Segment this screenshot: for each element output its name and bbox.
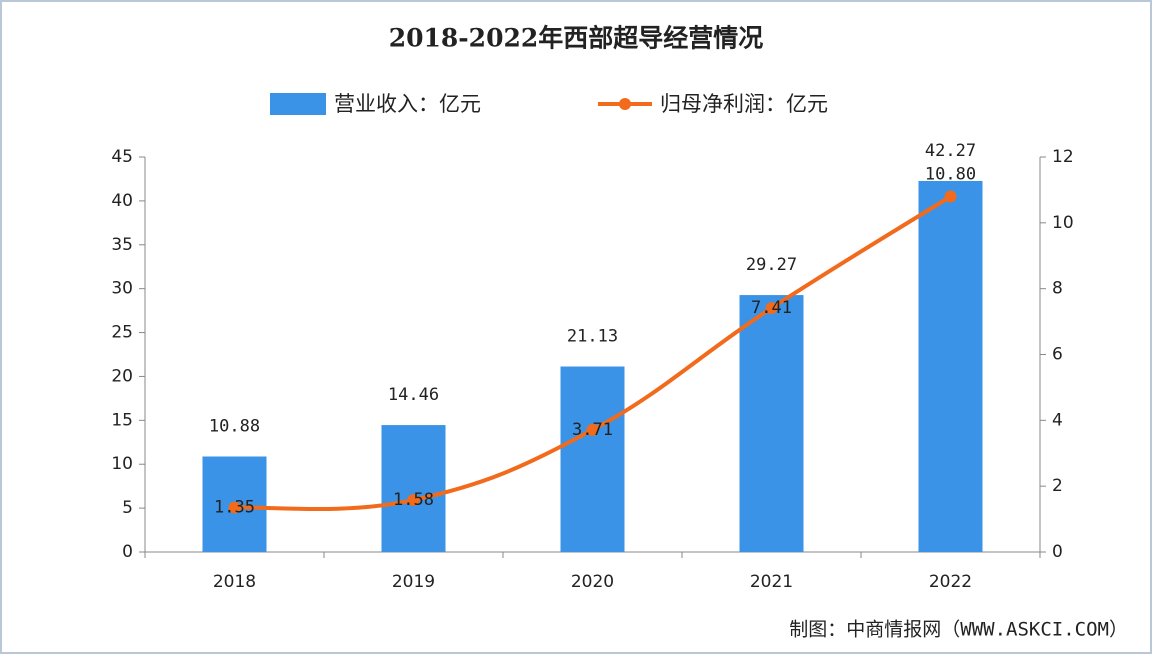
value-label: 1.58 — [393, 490, 434, 510]
y-tick-label: 15 — [111, 410, 133, 430]
y2-tick-label: 10 — [1052, 213, 1074, 233]
y-tick-label: 25 — [111, 323, 133, 343]
y2-tick-label: 12 — [1052, 147, 1074, 167]
value-label: 3.71 — [572, 420, 613, 440]
legend-label: 归母净利润：亿元 — [660, 92, 828, 116]
chart-title: 2018-2022年西部超导经营情况 — [389, 24, 764, 53]
y-tick-label: 30 — [111, 279, 133, 299]
value-label: 7.41 — [751, 298, 792, 318]
y2-tick-label: 4 — [1052, 410, 1063, 430]
source: 制图：中商情报网（WWW.ASKCI.COM） — [789, 619, 1128, 641]
y-tick-label: 5 — [122, 498, 133, 518]
y-tick-label: 45 — [111, 147, 133, 167]
legend-label: 营业收入：亿元 — [334, 92, 481, 116]
value-label: 14.46 — [388, 385, 439, 405]
value-label: 10.88 — [209, 416, 260, 436]
point — [765, 302, 778, 315]
point — [944, 190, 957, 203]
legend-swatch — [270, 93, 326, 115]
value-label: 10.80 — [925, 165, 976, 185]
x-tick-label: 2018 — [213, 572, 256, 592]
value-label: 1.35 — [214, 498, 255, 518]
y2-tick-label: 8 — [1052, 279, 1063, 299]
x-tick-label: 2020 — [571, 572, 614, 592]
point — [228, 501, 241, 514]
y-tick-label: 10 — [111, 454, 133, 474]
x-tick-label: 2019 — [392, 572, 435, 592]
bar — [739, 295, 804, 552]
value-label: 29.27 — [746, 255, 797, 275]
value-label: 42.27 — [925, 141, 976, 161]
x-tick-label: 2021 — [750, 572, 793, 592]
y-tick-label: 35 — [111, 235, 133, 255]
bar — [560, 366, 625, 552]
y-tick-label: 20 — [111, 366, 133, 386]
y2-tick-label: 6 — [1052, 345, 1063, 365]
legend-swatch — [619, 98, 631, 110]
x-tick-label: 2022 — [929, 572, 972, 592]
bar — [918, 180, 983, 553]
point — [586, 423, 599, 436]
value-label: 21.13 — [567, 327, 618, 347]
y2-tick-label: 0 — [1052, 542, 1063, 562]
y-tick-label: 0 — [122, 542, 133, 562]
bar — [381, 425, 446, 552]
y-tick-label: 40 — [111, 191, 133, 211]
point — [407, 493, 420, 506]
y2-tick-label: 2 — [1052, 476, 1063, 496]
